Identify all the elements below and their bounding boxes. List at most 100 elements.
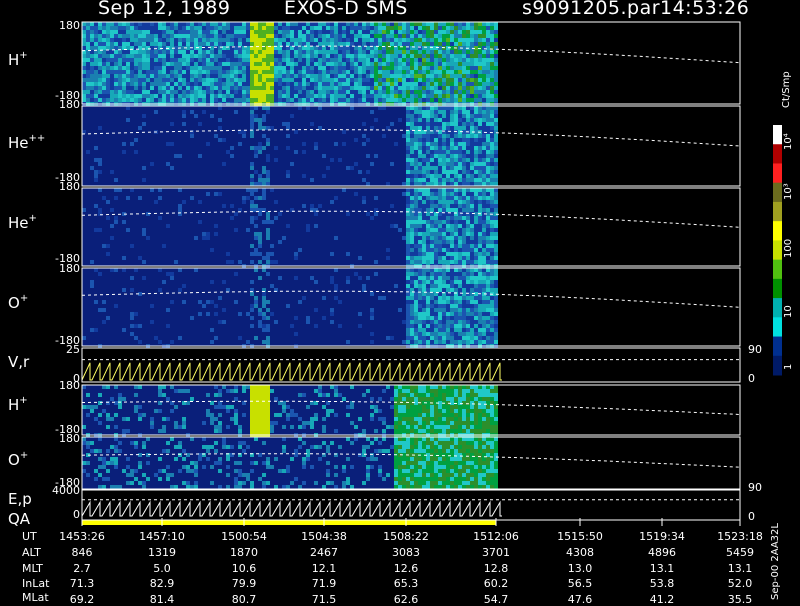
spectrogram-cell: [362, 86, 366, 90]
spectrogram-cell: [214, 192, 218, 196]
spectrogram-cell: [190, 130, 194, 134]
spectrogram-cell: [134, 38, 138, 42]
spectrogram-cell: [442, 82, 446, 86]
spectrogram-cell: [114, 437, 118, 441]
spectrogram-cell: [98, 413, 102, 417]
spectrogram-cell: [378, 66, 382, 70]
spectrogram-cell: [194, 70, 198, 74]
spectrogram-cell: [322, 46, 326, 50]
spectrogram-cell: [210, 70, 214, 74]
spectrogram-cell: [454, 66, 458, 70]
spectrogram-cell: [362, 70, 366, 74]
spectrogram-cell: [162, 469, 166, 473]
spectrogram-cell: [386, 66, 390, 70]
spectrogram-cell: [410, 224, 414, 228]
spectrogram-cell: [254, 216, 258, 220]
spectrogram-cell: [394, 42, 398, 46]
spectrogram-cell: [466, 413, 470, 417]
spectrogram-cell: [366, 26, 370, 30]
spectrogram-cell: [310, 90, 314, 94]
spectrogram-cell: [142, 114, 146, 118]
spectrogram-cell: [346, 54, 350, 58]
spectrogram-cell: [274, 86, 278, 90]
spectrogram-cell: [446, 122, 450, 126]
spectrogram-cell: [490, 192, 494, 196]
spectrogram-cell: [350, 421, 354, 425]
spectrogram-cell: [490, 280, 494, 284]
spectrogram-cell: [450, 240, 454, 244]
spectrogram-cell: [426, 154, 430, 158]
spectrogram-cell: [138, 94, 142, 98]
spectrogram-cell: [198, 90, 202, 94]
spectrogram-cell: [274, 200, 278, 204]
spectrogram-cell: [406, 224, 410, 228]
spectrogram-cell: [366, 138, 370, 142]
spectrogram-cell: [138, 324, 142, 328]
spectrogram-cell: [434, 256, 438, 260]
spectrogram-cell: [446, 130, 450, 134]
pitch-angle-line-3: [81, 290, 741, 308]
spectrogram-cell: [282, 82, 286, 86]
spectrogram-cell: [278, 86, 282, 90]
spectrogram-cell: [474, 98, 478, 102]
spectrogram-cell: [462, 82, 466, 86]
spectrogram-cell: [486, 82, 490, 86]
spectrogram-cell: [114, 46, 118, 50]
spectrogram-cell: [274, 82, 278, 86]
spectrogram-cell: [426, 66, 430, 70]
spectrogram-cell: [438, 70, 442, 74]
spectrogram-cell: [106, 401, 110, 405]
spectrogram-cell: [406, 409, 410, 413]
spectrogram-cell: [458, 397, 462, 401]
spectrogram-cell: [490, 385, 494, 389]
spectrogram-cell: [442, 70, 446, 74]
spectrogram-cell: [350, 485, 354, 489]
spectrogram-cell: [258, 240, 262, 244]
spectrogram-cell: [426, 200, 430, 204]
spectrogram-cell: [398, 429, 402, 433]
spectrogram-cell: [146, 70, 150, 74]
spectrogram-cell: [470, 22, 474, 26]
spectrogram-cell: [386, 336, 390, 340]
spectrogram-cell: [478, 389, 482, 393]
spectrogram-cell: [474, 336, 478, 340]
spectrogram-cell: [326, 469, 330, 473]
spectrogram-cell: [346, 437, 350, 441]
spectrogram-cell: [134, 74, 138, 78]
spectrogram-cell: [266, 110, 270, 114]
spectrogram-cell: [266, 70, 270, 74]
spectrogram-cell: [290, 413, 294, 417]
spectrogram-cell: [494, 50, 498, 54]
spectrogram-cell: [462, 268, 466, 272]
spectrogram-cell: [234, 26, 238, 30]
spectrogram-cell: [382, 66, 386, 70]
spectrogram-cell: [486, 409, 490, 413]
spectrogram-cell: [450, 304, 454, 308]
spectrogram-cell: [250, 417, 254, 421]
spectrogram-cell: [122, 26, 126, 30]
spectrogram-cell: [482, 405, 486, 409]
spectrogram-cell: [342, 469, 346, 473]
spectrogram-cell: [490, 336, 494, 340]
spectrogram-cell: [410, 118, 414, 122]
spectrogram-cell: [86, 90, 90, 94]
spectrogram-cell: [294, 86, 298, 90]
spectrogram-cell: [186, 469, 190, 473]
spectrogram-cell: [406, 280, 410, 284]
spectrogram-cell: [486, 46, 490, 50]
spectrogram-cell: [414, 228, 418, 232]
spectrogram-cell: [418, 74, 422, 78]
spectrogram-cell: [430, 66, 434, 70]
spectrogram-cell: [446, 276, 450, 280]
spectrogram-cell: [478, 78, 482, 82]
spectrogram-cell: [482, 320, 486, 324]
spectrogram-cell: [454, 224, 458, 228]
spectrogram-cell: [246, 38, 250, 42]
spectrogram-cell: [486, 232, 490, 236]
spectrogram-cell: [442, 216, 446, 220]
spectrogram-cell: [194, 54, 198, 58]
spectrogram-cell: [226, 78, 230, 82]
spectrogram-cell: [490, 54, 494, 58]
spectrogram-cell: [406, 292, 410, 296]
spectrogram-cell: [494, 288, 498, 292]
